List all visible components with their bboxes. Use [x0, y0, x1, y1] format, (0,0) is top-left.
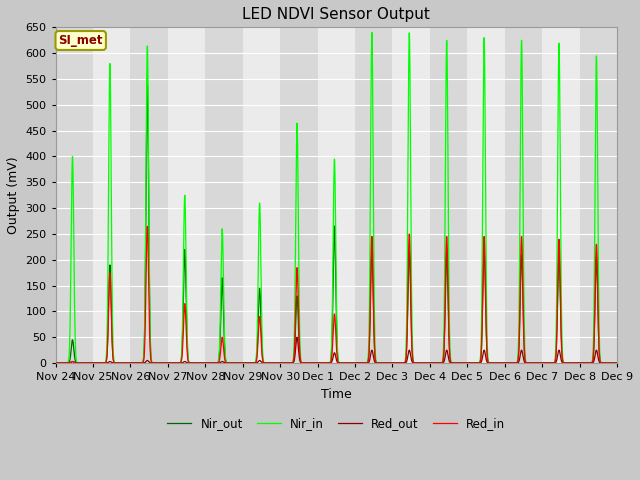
- Line: Nir_out: Nir_out: [56, 84, 617, 363]
- Bar: [168, 27, 205, 363]
- Bar: [56, 27, 93, 363]
- Red_out: [52, 360, 60, 366]
- Text: SI_met: SI_met: [58, 34, 103, 47]
- Red_in: [613, 360, 621, 366]
- Nir_out: [409, 355, 417, 361]
- Red_out: [458, 360, 466, 366]
- Red_in: [143, 224, 151, 229]
- Red_out: [528, 360, 536, 366]
- Nir_out: [607, 360, 615, 366]
- Bar: [542, 27, 580, 363]
- Red_out: [607, 360, 615, 366]
- Nir_out: [494, 360, 502, 366]
- Bar: [131, 27, 168, 363]
- Line: Red_out: Red_out: [56, 337, 617, 363]
- Bar: [505, 27, 542, 363]
- Red_in: [87, 360, 95, 366]
- Bar: [355, 27, 392, 363]
- Red_in: [409, 354, 417, 360]
- Nir_out: [167, 360, 175, 366]
- Red_out: [613, 360, 621, 366]
- Nir_in: [458, 360, 466, 366]
- Nir_in: [494, 360, 502, 366]
- Nir_in: [528, 360, 536, 366]
- Nir_in: [237, 360, 244, 366]
- Nir_in: [167, 360, 175, 366]
- Red_in: [528, 360, 536, 366]
- Bar: [317, 27, 355, 363]
- Y-axis label: Output (mV): Output (mV): [7, 156, 20, 234]
- Bar: [280, 27, 317, 363]
- Bar: [243, 27, 280, 363]
- Red_in: [167, 360, 175, 366]
- Red_in: [458, 360, 466, 366]
- Red_in: [607, 360, 615, 366]
- Nir_out: [528, 360, 536, 366]
- Nir_in: [607, 360, 615, 366]
- X-axis label: Time: Time: [321, 388, 352, 401]
- Nir_in: [613, 360, 621, 366]
- Bar: [580, 27, 617, 363]
- Red_out: [409, 360, 417, 365]
- Line: Red_in: Red_in: [56, 227, 617, 363]
- Red_in: [52, 360, 60, 366]
- Red_out: [167, 360, 175, 366]
- Legend: Nir_out, Nir_in, Red_out, Red_in: Nir_out, Nir_in, Red_out, Red_in: [163, 413, 510, 435]
- Nir_out: [613, 360, 621, 366]
- Red_in: [494, 360, 502, 366]
- Nir_in: [368, 30, 376, 36]
- Line: Nir_in: Nir_in: [56, 33, 617, 363]
- Nir_in: [52, 360, 60, 366]
- Bar: [392, 27, 430, 363]
- Red_out: [494, 360, 502, 366]
- Bar: [467, 27, 505, 363]
- Nir_out: [87, 360, 95, 366]
- Bar: [617, 27, 640, 363]
- Bar: [93, 27, 131, 363]
- Bar: [205, 27, 243, 363]
- Nir_out: [143, 82, 151, 87]
- Nir_in: [409, 346, 417, 351]
- Red_out: [293, 335, 301, 340]
- Nir_out: [52, 360, 60, 366]
- Nir_out: [458, 360, 466, 366]
- Red_out: [88, 360, 95, 366]
- Title: LED NDVI Sensor Output: LED NDVI Sensor Output: [243, 7, 430, 22]
- Bar: [430, 27, 467, 363]
